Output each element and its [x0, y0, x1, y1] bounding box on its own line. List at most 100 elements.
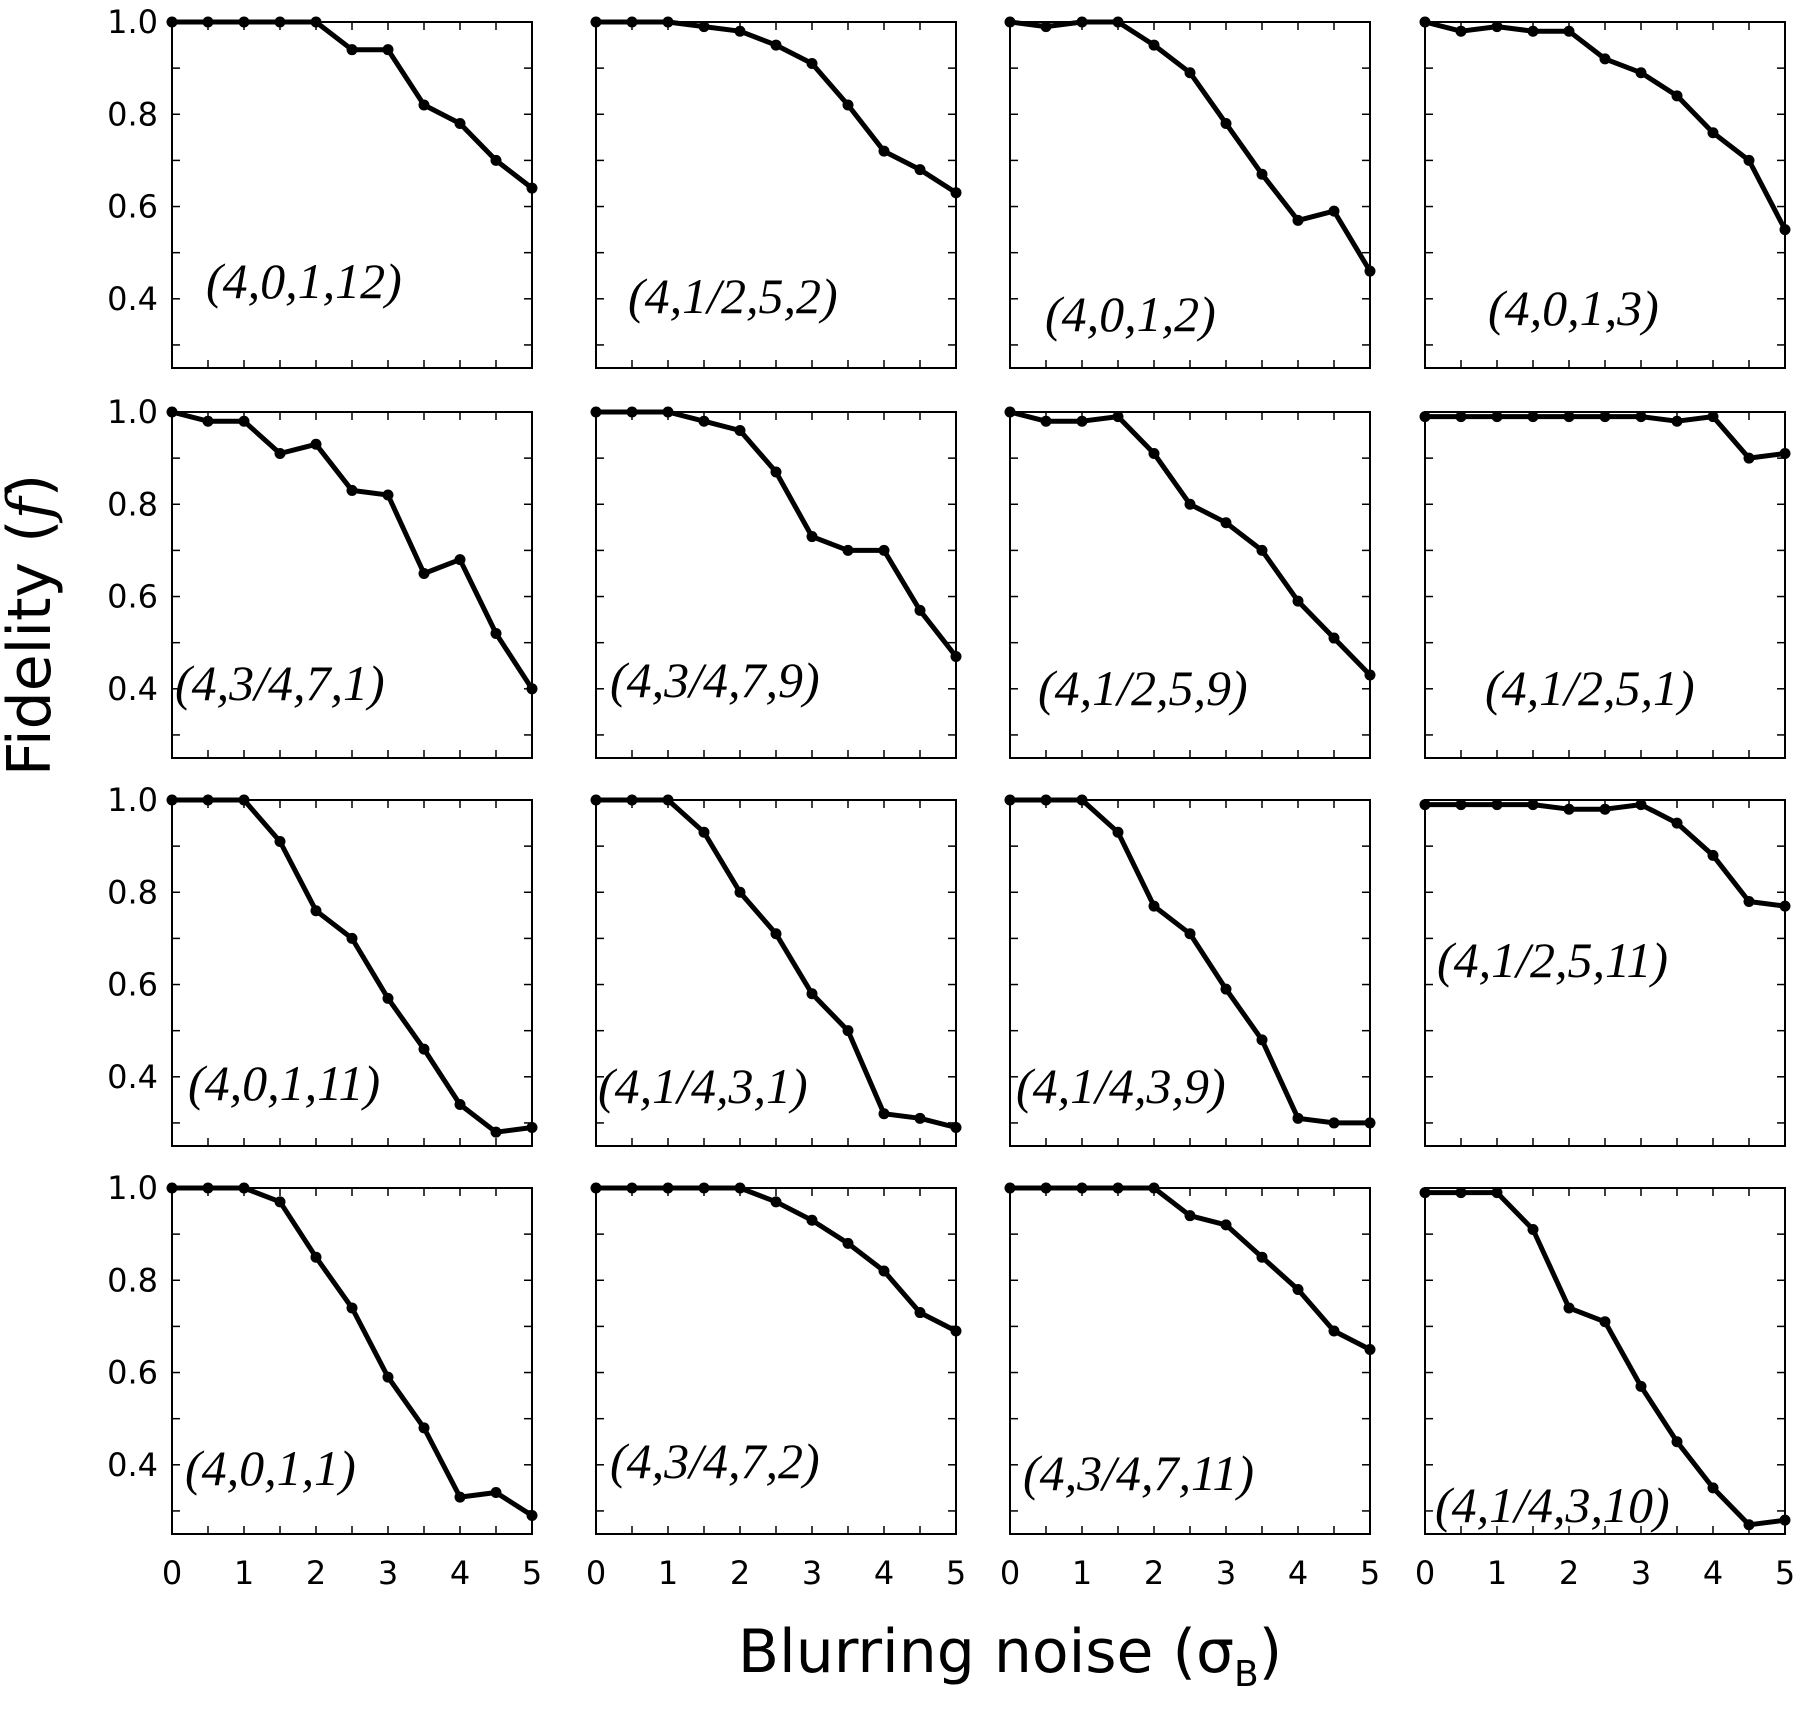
data-point [806, 988, 818, 1000]
data-point [878, 1265, 890, 1277]
x-tick-label: 0 [162, 1554, 182, 1592]
data-point [1004, 16, 1016, 28]
data-point [346, 1302, 358, 1314]
data-point [418, 567, 430, 579]
panel-6: (4,3/4,7,9) [590, 406, 962, 759]
data-point [1040, 1182, 1052, 1194]
y-tick-label: 1.0 [107, 393, 158, 431]
data-point [166, 1182, 178, 1194]
data-point [382, 992, 394, 1004]
panel-13: 1.0 0.8 0.6 0.4 0 1 2 3 4 5 (4,0,1,1) [107, 1169, 542, 1592]
data-point [1527, 799, 1539, 811]
data-point [590, 1182, 602, 1194]
data-point [1220, 983, 1232, 995]
panel-parameter-label: (4,0,1,2) [1045, 286, 1216, 342]
data-point [698, 415, 710, 427]
panel-7: (4,1/2,5,9) [1004, 406, 1376, 759]
data-point [1563, 25, 1575, 37]
data-point [878, 145, 890, 157]
data-point [1671, 1436, 1683, 1448]
data-point [1563, 803, 1575, 815]
y-tick-label: 0.6 [107, 188, 158, 226]
data-point [1527, 1224, 1539, 1236]
data-point [1671, 90, 1683, 102]
data-point [1419, 411, 1431, 423]
data-point [662, 794, 674, 806]
panel-parameter-label: (4,1/4,3,10) [1435, 1477, 1670, 1533]
panel-parameter-label: (4,0,1,3) [1488, 280, 1659, 336]
data-point [1364, 1343, 1376, 1355]
data-point [1292, 1112, 1304, 1124]
y-tick-label: 1.0 [107, 781, 158, 819]
data-point [202, 794, 214, 806]
x-tick-label: 1 [1487, 1554, 1507, 1592]
x-tick-label: 2 [1144, 1554, 1164, 1592]
x-tick-label: 0 [1000, 1554, 1020, 1592]
data-point [662, 406, 674, 418]
data-point [1040, 415, 1052, 427]
panel-parameter-label: (4,0,1,1) [185, 1440, 356, 1496]
data-point [1292, 1283, 1304, 1295]
y-tick-label: 0.6 [107, 966, 158, 1004]
data-point [662, 16, 674, 28]
data-point [418, 1043, 430, 1055]
data-point [914, 1307, 926, 1319]
data-point [1076, 1182, 1088, 1194]
data-point [1004, 406, 1016, 418]
x-tick-label: 5 [1360, 1554, 1380, 1592]
data-point [1040, 21, 1052, 33]
data-point [490, 627, 502, 639]
x-tick-label: 1 [1072, 1554, 1092, 1592]
data-point [770, 466, 782, 478]
panel-14: 0 1 2 3 4 5 (4,3/4,7,2) [586, 1182, 966, 1592]
data-point [382, 44, 394, 56]
data-point [698, 21, 710, 33]
data-point [526, 683, 538, 695]
y-tick-label: 0.8 [107, 485, 158, 523]
panel-4: (4,0,1,3) [1419, 16, 1791, 369]
y-tick-label: 0.6 [107, 578, 158, 616]
data-point [1076, 16, 1088, 28]
x-tick-label: 1 [234, 1554, 254, 1592]
data-point [490, 1486, 502, 1498]
x-tick-label: 3 [1216, 1554, 1236, 1592]
panel-parameter-label: (4,0,1,12) [206, 253, 402, 309]
data-point [166, 16, 178, 28]
data-point [202, 16, 214, 28]
data-point [590, 16, 602, 28]
data-point [490, 1126, 502, 1138]
data-point [238, 794, 250, 806]
data-point [274, 1196, 286, 1208]
data-point [1563, 411, 1575, 423]
data-point [842, 544, 854, 556]
data-point [1328, 1117, 1340, 1129]
data-point [454, 1098, 466, 1110]
panel-2: (4,1/2,5,2) [590, 16, 962, 369]
panel-5: 1.0 0.8 0.6 0.4 (4,3/4,7,1) [107, 393, 538, 759]
data-point [1148, 448, 1160, 460]
data-point [238, 16, 250, 28]
y-tick-label: 0.4 [107, 280, 158, 318]
panel-parameter-label: (4,1/2,5,9) [1038, 660, 1248, 716]
data-point [1184, 1210, 1196, 1222]
data-point [310, 1251, 322, 1263]
x-tick-label: 2 [730, 1554, 750, 1592]
panel-1: 1.0 0.8 0.6 0.4 (4,0,1,12) [107, 3, 538, 369]
data-point [1112, 826, 1124, 838]
data-point [1112, 411, 1124, 423]
data-point [626, 406, 638, 418]
x-tick-label: 3 [378, 1554, 398, 1592]
series-line [1424, 19, 1788, 231]
data-point [914, 1112, 926, 1124]
series-line [171, 409, 535, 691]
data-point [382, 1371, 394, 1383]
data-point [1076, 415, 1088, 427]
data-point [382, 489, 394, 501]
data-point [1112, 16, 1124, 28]
y-tick-label: 1.0 [107, 3, 158, 41]
series-line [1009, 409, 1372, 677]
data-point [1184, 67, 1196, 79]
data-point [1707, 849, 1719, 861]
data-point [1779, 448, 1791, 460]
